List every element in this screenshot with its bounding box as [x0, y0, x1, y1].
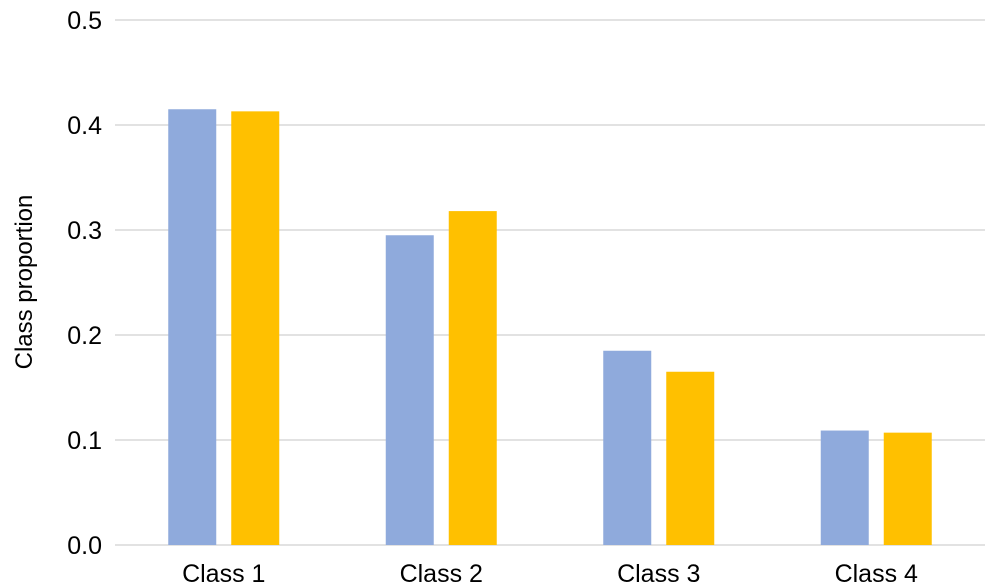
- bar: [666, 371, 715, 545]
- y-tick-label: 0.0: [67, 532, 102, 560]
- bar: [820, 430, 869, 545]
- x-tick-label: Class 1: [182, 560, 265, 586]
- x-tick-label: Class 3: [617, 560, 700, 586]
- y-axis-tick-labels: 0.0 0.1 0.2 0.3 0.4 0.5: [67, 7, 102, 560]
- y-tick-label: 0.3: [67, 217, 102, 245]
- bar: [168, 109, 217, 545]
- bar: [603, 350, 652, 545]
- x-axis-tick-labels: Class 1 Class 2 Class 3 Class 4: [182, 560, 918, 586]
- y-axis-label: Class proportion: [11, 195, 38, 370]
- bar: [385, 235, 434, 545]
- bar: [448, 211, 497, 545]
- y-tick-label: 0.5: [67, 7, 102, 35]
- y-tick-label: 0.2: [67, 322, 102, 350]
- bars: [168, 109, 932, 545]
- y-tick-label: 0.4: [67, 112, 102, 140]
- y-tick-label: 0.1: [67, 427, 102, 455]
- bar: [883, 432, 932, 545]
- bar: [231, 111, 280, 545]
- x-tick-label: Class 2: [400, 560, 483, 586]
- x-tick-label: Class 4: [835, 560, 918, 586]
